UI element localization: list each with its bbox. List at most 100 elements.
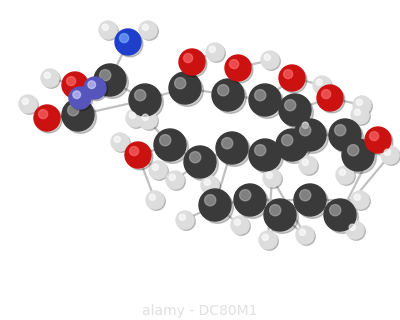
Circle shape [150, 162, 168, 180]
Circle shape [41, 69, 59, 87]
Circle shape [234, 184, 266, 216]
Circle shape [204, 179, 210, 186]
Circle shape [234, 219, 240, 226]
Circle shape [370, 132, 379, 141]
Circle shape [140, 22, 158, 40]
Circle shape [190, 152, 201, 163]
Circle shape [276, 129, 308, 161]
Circle shape [354, 109, 360, 116]
Circle shape [222, 138, 233, 149]
Circle shape [140, 112, 158, 130]
Circle shape [231, 216, 249, 234]
Circle shape [352, 192, 370, 210]
Circle shape [202, 191, 234, 223]
Circle shape [179, 49, 205, 75]
Circle shape [100, 69, 111, 81]
Circle shape [149, 161, 167, 179]
Circle shape [329, 119, 361, 151]
Circle shape [279, 65, 305, 91]
Circle shape [322, 90, 331, 99]
Circle shape [34, 105, 60, 131]
Circle shape [299, 156, 317, 174]
Circle shape [347, 222, 365, 240]
Circle shape [299, 119, 317, 137]
Circle shape [154, 129, 186, 161]
Circle shape [278, 132, 310, 164]
Circle shape [300, 124, 311, 136]
Circle shape [300, 120, 318, 138]
Circle shape [129, 84, 161, 116]
Circle shape [262, 234, 268, 240]
Circle shape [351, 191, 369, 209]
Circle shape [142, 114, 148, 120]
Circle shape [115, 29, 141, 55]
Circle shape [294, 119, 326, 151]
Circle shape [326, 201, 358, 233]
Circle shape [120, 34, 129, 43]
Circle shape [352, 107, 370, 125]
Circle shape [206, 43, 224, 61]
Circle shape [264, 54, 270, 60]
Text: alamy - DC80M1: alamy - DC80M1 [142, 304, 258, 318]
Circle shape [216, 132, 248, 164]
Circle shape [125, 142, 151, 168]
Circle shape [181, 51, 207, 77]
Circle shape [354, 194, 360, 200]
Circle shape [249, 139, 281, 171]
Circle shape [209, 46, 216, 52]
Circle shape [232, 217, 250, 235]
Circle shape [281, 96, 314, 128]
Circle shape [342, 139, 374, 171]
Circle shape [367, 129, 393, 155]
Circle shape [177, 212, 195, 230]
Circle shape [174, 77, 186, 89]
Circle shape [169, 174, 176, 180]
Circle shape [146, 191, 164, 209]
Circle shape [346, 221, 364, 239]
Circle shape [186, 148, 218, 180]
Circle shape [36, 107, 62, 133]
Circle shape [199, 189, 231, 221]
Circle shape [334, 124, 346, 136]
Circle shape [88, 81, 96, 89]
Circle shape [266, 201, 298, 233]
Circle shape [302, 122, 308, 128]
Circle shape [230, 60, 239, 69]
Circle shape [324, 199, 356, 231]
Circle shape [112, 134, 130, 152]
Circle shape [249, 84, 281, 116]
Circle shape [62, 72, 88, 98]
Circle shape [202, 177, 220, 195]
Circle shape [149, 194, 156, 200]
Circle shape [284, 69, 293, 79]
Circle shape [147, 192, 165, 210]
Circle shape [356, 99, 362, 106]
Circle shape [176, 211, 194, 229]
Circle shape [84, 77, 106, 99]
Circle shape [263, 169, 281, 187]
Circle shape [139, 21, 157, 39]
Circle shape [254, 90, 266, 101]
Circle shape [130, 147, 139, 156]
Circle shape [384, 149, 390, 156]
Circle shape [139, 111, 157, 129]
Circle shape [179, 214, 186, 220]
Circle shape [214, 81, 246, 113]
Circle shape [316, 79, 322, 85]
Circle shape [160, 135, 171, 146]
Circle shape [169, 72, 201, 104]
Circle shape [212, 79, 244, 111]
Circle shape [127, 144, 153, 170]
Circle shape [262, 52, 280, 70]
Circle shape [240, 189, 251, 201]
Circle shape [117, 31, 143, 57]
Circle shape [266, 172, 272, 179]
Circle shape [62, 99, 94, 131]
Circle shape [86, 79, 108, 101]
Circle shape [236, 186, 268, 218]
Circle shape [331, 121, 364, 153]
Circle shape [282, 135, 293, 146]
Circle shape [142, 24, 148, 30]
Circle shape [261, 51, 279, 69]
Circle shape [330, 204, 341, 216]
